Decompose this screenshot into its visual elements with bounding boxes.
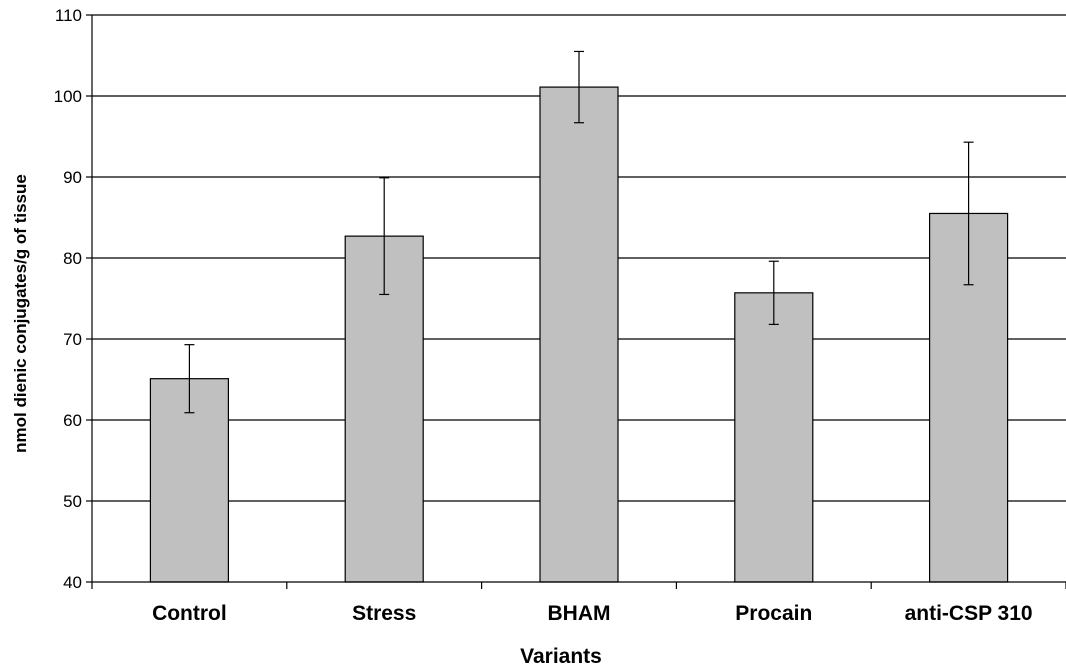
x-category-label: Stress [352, 602, 416, 625]
bar-procain [734, 292, 814, 583]
x-axis-title: Variants [520, 645, 602, 668]
y-tick-label: 60 [63, 411, 82, 430]
y-axis-title: nmol dienic conjugates/g of tissue [11, 174, 30, 453]
y-tick-labels: 40 50 60 70 80 90 100 110 [54, 6, 82, 592]
bars [149, 86, 1009, 583]
y-tick-label: 100 [54, 87, 82, 106]
y-tick-label: 90 [63, 168, 82, 187]
axes [86, 14, 1066, 589]
x-category-label: Control [152, 602, 227, 625]
y-tick-label: 70 [63, 330, 82, 349]
x-category-label: Procain [735, 602, 812, 625]
x-category-labels: Control Stress BHAM Procain anti-CSP 310 [152, 602, 1033, 625]
x-category-label: anti-CSP 310 [905, 602, 1033, 625]
error-bars [184, 50, 974, 414]
x-category-label: BHAM [548, 602, 611, 625]
y-tick-label: 40 [63, 573, 82, 592]
bar-bham [539, 86, 619, 583]
y-tick-label: 80 [63, 249, 82, 268]
y-tick-label: 110 [55, 6, 82, 25]
y-tick-label: 50 [63, 492, 82, 511]
